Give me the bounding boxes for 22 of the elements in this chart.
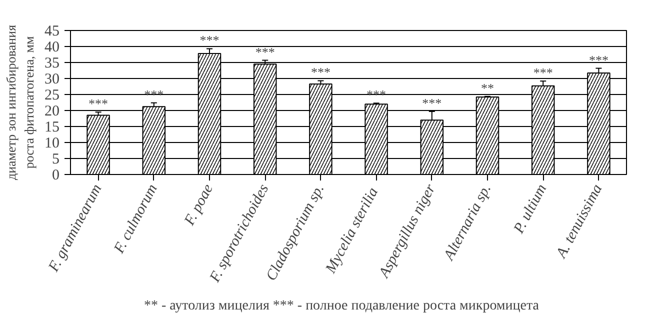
annotation: *** [533, 65, 553, 80]
y-tick-label: 0 [52, 168, 60, 184]
annotation: ** [481, 80, 494, 96]
annotation: *** [422, 95, 442, 110]
y-tick-label: 25 [44, 88, 60, 104]
annotation: *** [255, 44, 275, 60]
y-tick-label: 30 [44, 72, 60, 88]
x-tick-label: F. poae [181, 181, 217, 229]
y-tick-label: 5 [52, 152, 60, 168]
annotation: *** [588, 52, 608, 68]
x-tick-label: P. ultium [510, 182, 550, 237]
y-tick-label: 15 [44, 120, 60, 136]
y-tick-label: 40 [44, 40, 60, 56]
y-tick-label: 45 [44, 24, 60, 40]
annotation: *** [310, 64, 330, 80]
annotation: *** [200, 32, 220, 48]
y-axis-title: диаметр зон ингибирования роста фитопатогена, мм [4, 24, 36, 180]
y-tick-label: 20 [44, 104, 60, 120]
y-tick-label: 35 [44, 56, 60, 72]
annotation: *** [88, 96, 108, 112]
text: ** - аутолиз мицелия *** - полное подавление роста микромицета [144, 298, 540, 314]
y-tick-label: 10 [44, 136, 60, 152]
